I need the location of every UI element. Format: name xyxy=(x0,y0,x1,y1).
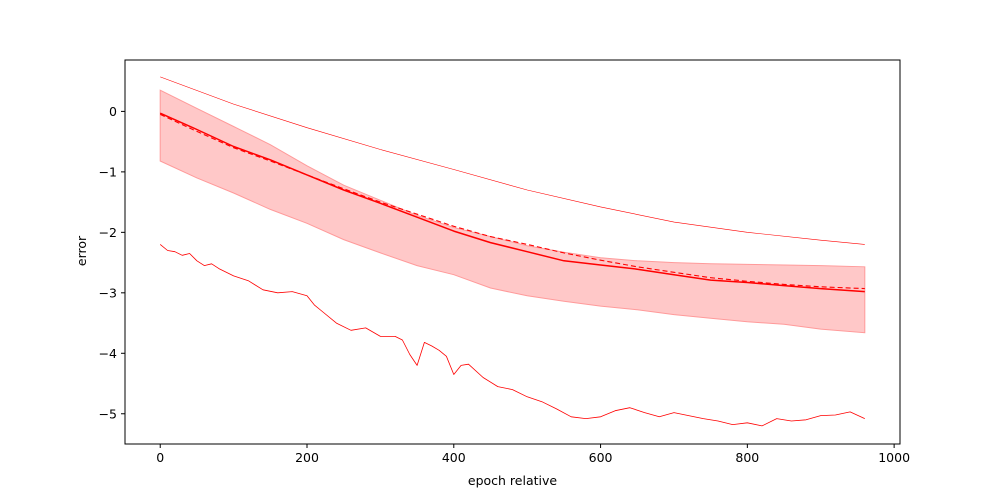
plot-area xyxy=(159,76,866,427)
x-tick-label: 600 xyxy=(589,450,613,465)
y-tick-label: −3 xyxy=(99,285,117,300)
x-tick-label: 200 xyxy=(295,450,319,465)
axes: 0 200 400 600 800 1000 0 −1 −2 −3 −4 −5 xyxy=(99,59,910,465)
confidence-band xyxy=(159,89,866,334)
x-tick-label: 800 xyxy=(735,450,759,465)
x-axis-label: epoch relative xyxy=(468,473,558,488)
series-line-thin xyxy=(160,76,865,245)
series-line-solid xyxy=(159,112,865,293)
plot-content xyxy=(159,76,866,427)
y-tick-label: 0 xyxy=(109,104,117,119)
x-tick-label: 1000 xyxy=(878,450,910,465)
plot-frame xyxy=(124,59,901,445)
series-line-dashed xyxy=(159,113,865,290)
y-tick-label: −5 xyxy=(99,406,117,421)
y-tick-label: −4 xyxy=(99,346,117,361)
y-axis-label: error xyxy=(74,235,89,266)
x-tick-label: 400 xyxy=(442,450,466,465)
y-tick-label: −2 xyxy=(99,225,117,240)
series-line-noisy xyxy=(159,244,865,427)
x-tick-label: 0 xyxy=(156,450,164,465)
y-tick-label: −1 xyxy=(99,164,117,179)
